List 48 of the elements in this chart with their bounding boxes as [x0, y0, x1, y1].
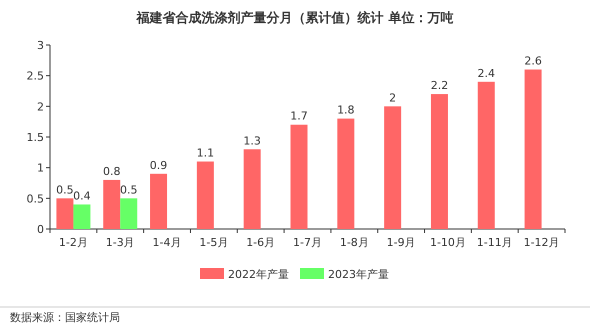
x-tick-label: 1-8月 — [340, 236, 369, 249]
y-tick-label: 3 — [37, 39, 44, 52]
data-label: 0.8 — [102, 164, 120, 178]
x-tick-label: 1-4月 — [152, 236, 182, 249]
source-note: 数据来源：国家统计局 — [10, 311, 120, 324]
bar — [103, 180, 120, 229]
x-tick-label: 1-10月 — [430, 236, 466, 249]
bar — [524, 70, 542, 229]
data-label: 2 — [389, 91, 396, 104]
data-label: 1.1 — [196, 146, 214, 160]
bar — [384, 106, 402, 229]
legend-label: 2023年产量 — [328, 268, 389, 281]
x-tick-label: 1-6月 — [246, 236, 276, 249]
y-tick-label: 2.5 — [26, 70, 44, 83]
data-label: 0.5 — [120, 183, 138, 196]
bar — [478, 82, 495, 229]
y-tick-label: 0.5 — [26, 192, 44, 206]
y-tick-label: 1.5 — [26, 131, 44, 144]
data-label: 0.5 — [56, 183, 74, 196]
data-label: 1.3 — [243, 134, 261, 148]
bar — [244, 149, 261, 229]
x-tick-label: 1-2月 — [58, 236, 88, 249]
x-tick-label: 1-3月 — [106, 236, 135, 249]
bar — [290, 124, 308, 229]
legend-label: 2022年产量 — [228, 268, 289, 281]
x-tick-label: 1-7月 — [293, 236, 322, 249]
bar — [337, 118, 354, 229]
bar — [120, 198, 138, 229]
bar — [196, 162, 214, 229]
bar — [150, 174, 168, 229]
y-tick-label: 0 — [37, 223, 44, 236]
bar — [73, 204, 90, 229]
data-label: 0.4 — [73, 189, 91, 202]
data-label: 2.2 — [430, 79, 448, 92]
x-tick-label: 1-5月 — [199, 236, 228, 249]
data-label: 1.7 — [290, 110, 308, 123]
data-label: 2.6 — [524, 54, 542, 68]
x-tick-label: 1-11月 — [476, 236, 513, 249]
data-label: 0.9 — [150, 158, 168, 172]
y-tick-label: 1 — [37, 162, 44, 175]
bar — [430, 94, 448, 229]
x-tick-label: 1-9月 — [386, 236, 416, 249]
bar — [56, 198, 74, 229]
data-label: 2.4 — [478, 66, 496, 80]
data-label: 1.8 — [337, 104, 355, 117]
y-tick-label: 2 — [37, 100, 44, 114]
chart-title: 福建省合成洗涤剂产量分月（累计值）统计 单位：万吨 — [136, 10, 454, 26]
x-tick-label: 1-12月 — [524, 236, 560, 249]
